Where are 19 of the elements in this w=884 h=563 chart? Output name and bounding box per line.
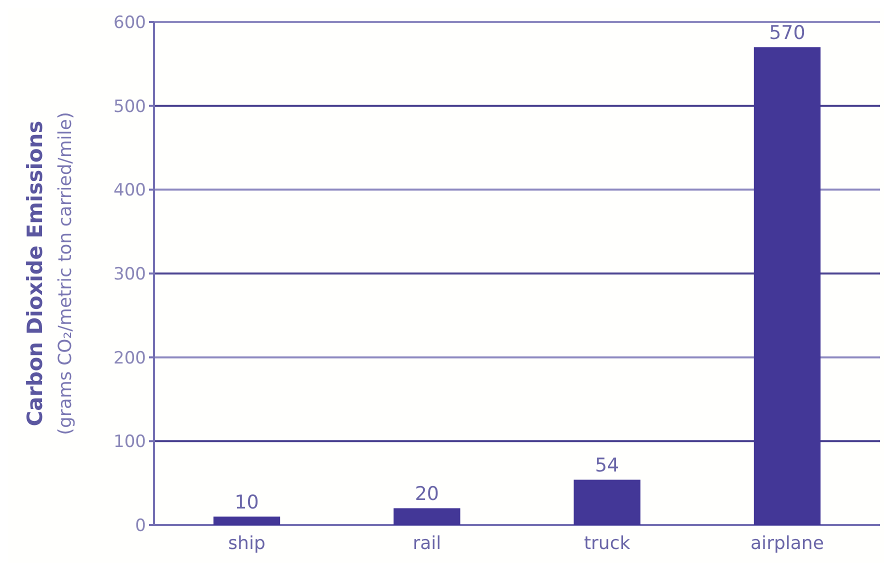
- y-tick-label: 300: [114, 264, 146, 284]
- data-label: 54: [594, 454, 620, 477]
- x-tick-label: truck: [584, 533, 631, 554]
- x-tick-label: airplane: [750, 533, 824, 554]
- bar: [394, 508, 460, 525]
- x-tick-label: rail: [412, 533, 442, 554]
- y-tick-label: 200: [114, 348, 146, 368]
- y-tick-label: 0: [135, 516, 146, 536]
- x-tick-label: ship: [228, 533, 266, 554]
- y-tick-label: 600: [114, 12, 146, 33]
- bar: [213, 516, 280, 525]
- y-tick-label: 100: [114, 432, 146, 452]
- y-axis-title: Carbon Dioxide Emissions (grams CO₂/metric ton carried/mile): [23, 112, 76, 436]
- y-tick-label: 500: [114, 96, 146, 117]
- data-label: 10: [234, 492, 259, 514]
- data-label: 20: [414, 483, 440, 506]
- bar: [574, 480, 640, 525]
- data-label: 570: [769, 22, 806, 44]
- y-tick-label: 400: [114, 180, 146, 201]
